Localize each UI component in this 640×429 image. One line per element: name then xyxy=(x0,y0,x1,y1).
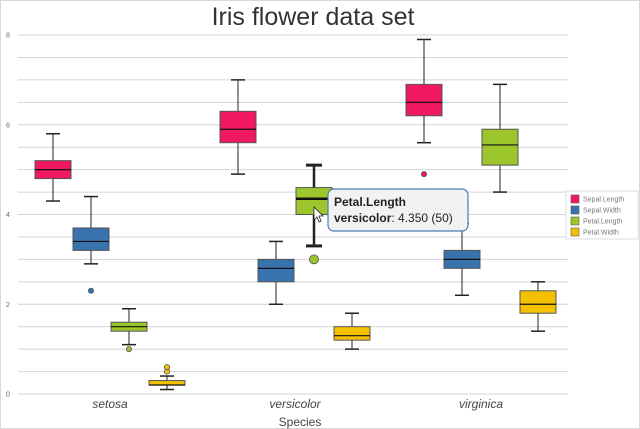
legend-swatch xyxy=(570,216,580,226)
tooltip-series-name: Petal.Length xyxy=(334,195,406,209)
chart-title: Iris flower data set xyxy=(212,3,415,31)
legend-label: Sepal.Length xyxy=(583,197,624,204)
box-Petal.Length-virginica[interactable] xyxy=(481,83,519,193)
iqr-box xyxy=(257,258,295,283)
iqr-box xyxy=(519,290,557,314)
box-Petal.Length-setosa[interactable] xyxy=(110,307,148,353)
box-Petal.Width-virginica[interactable] xyxy=(519,281,557,332)
iqr-box xyxy=(72,227,110,251)
y-axis-ticks: 0 2 4 6 8 xyxy=(6,33,10,399)
iqr-box xyxy=(405,83,443,117)
outlier-point[interactable] xyxy=(309,254,319,265)
legend-label: Petal.Length xyxy=(583,219,622,226)
box-Sepal.Width-setosa[interactable] xyxy=(72,195,110,294)
tooltip-category: versicolor xyxy=(334,211,392,225)
y-tick-label: 8 xyxy=(6,33,10,40)
iqr-box xyxy=(481,128,519,166)
tooltip: Petal.Length versicolor: 4.350 (50) xyxy=(313,188,469,232)
legend-swatch xyxy=(570,194,580,204)
legend-box xyxy=(565,190,639,240)
legend-swatch xyxy=(570,227,580,237)
iqr-box xyxy=(219,110,257,144)
x-tick-label-setosa: setosa xyxy=(92,397,128,411)
y-tick-label: 4 xyxy=(6,212,10,219)
box-Sepal.Length-versicolor[interactable] xyxy=(219,79,257,175)
x-axis-categories: setosa versicolor virginica xyxy=(92,397,503,411)
y-tick-label: 6 xyxy=(6,122,10,129)
outlier-point[interactable] xyxy=(420,171,427,178)
iqr-box xyxy=(333,326,371,341)
legend-item-Petal.Width[interactable]: Petal.Width xyxy=(570,227,619,237)
box-Sepal.Length-virginica[interactable] xyxy=(405,38,443,178)
y-tick-label: 2 xyxy=(6,302,10,309)
legend-label: Sepal.Width xyxy=(583,208,621,215)
tooltip-value: : 4.350 (50) xyxy=(391,211,452,225)
box-Sepal.Width-virginica[interactable] xyxy=(443,222,481,297)
legend-label: Petal.Width xyxy=(583,230,619,237)
box-plot-series xyxy=(34,38,557,391)
x-axis-label: Species xyxy=(279,415,322,429)
y-tick-label: 0 xyxy=(6,392,10,399)
x-tick-label-versicolor: versicolor xyxy=(269,397,321,411)
legend-swatch xyxy=(570,205,580,215)
outlier-point[interactable] xyxy=(126,346,133,353)
cursor-icon xyxy=(313,206,324,223)
gridlines xyxy=(18,34,568,395)
x-tick-label-virginica: virginica xyxy=(459,397,503,411)
legend-item-Sepal.Length[interactable]: Sepal.Length xyxy=(570,194,624,204)
tooltip-box xyxy=(327,188,469,232)
legend-item-Sepal.Width[interactable]: Sepal.Width xyxy=(570,205,621,215)
legend[interactable]: Sepal.Length Sepal.Width Petal.Length Petal… xyxy=(565,190,639,240)
box-Petal.Width-setosa[interactable] xyxy=(148,364,186,391)
outlier-point[interactable] xyxy=(163,364,170,371)
legend-item-Petal.Length[interactable]: Petal.Length xyxy=(570,216,622,226)
box-Sepal.Length-setosa[interactable] xyxy=(34,132,72,202)
svg-text:versicolor: 4.350 (50): versicolor: 4.350 (50) xyxy=(334,211,453,225)
outlier-point[interactable] xyxy=(88,287,95,294)
box-Petal.Width-versicolor[interactable] xyxy=(333,312,371,350)
iqr-box xyxy=(148,380,186,386)
box-Sepal.Width-versicolor[interactable] xyxy=(257,240,295,305)
